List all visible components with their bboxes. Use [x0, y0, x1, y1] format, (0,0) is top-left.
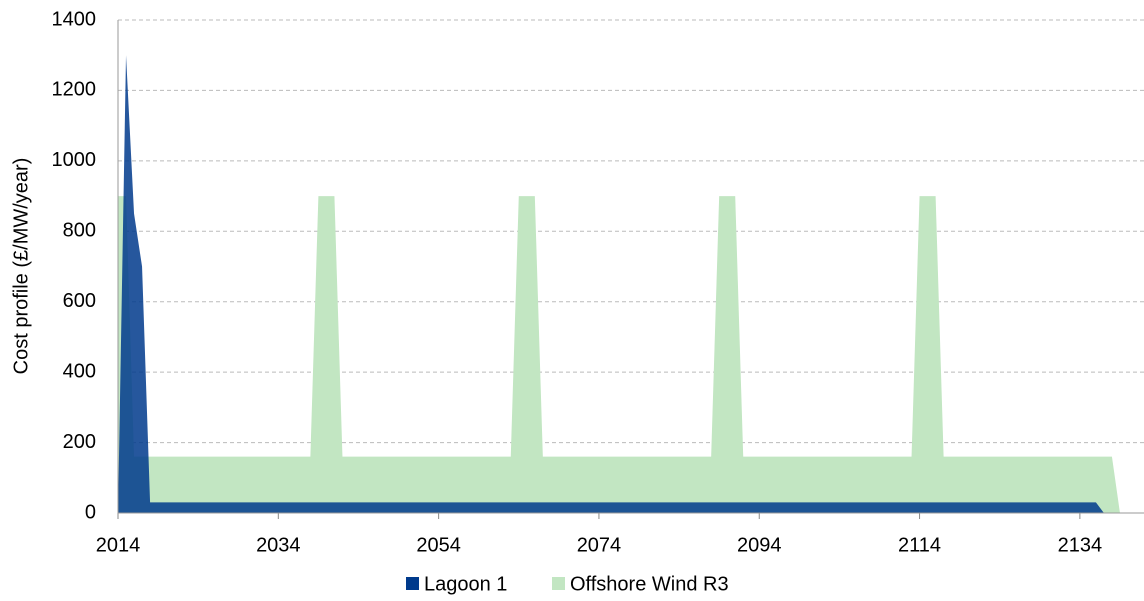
x-tick-label: 2114: [898, 534, 941, 556]
y-tick-label: 200: [63, 431, 96, 453]
y-tick-label: 800: [63, 220, 96, 242]
x-tick-label: 2054: [416, 534, 461, 556]
y-tick-label: 0: [85, 501, 96, 523]
x-tick-label: 2134: [1058, 534, 1103, 556]
x-tick-label: 2014: [96, 534, 141, 556]
y-tick-label: 400: [63, 360, 96, 382]
x-tick-label: 2074: [577, 534, 622, 556]
area: [118, 55, 1120, 513]
legend-label: Lagoon 1: [424, 573, 507, 595]
legend-swatch: [552, 577, 565, 590]
y-tick-label: 600: [63, 290, 96, 312]
y-axis-title: Cost profile (£/MW/year): [10, 158, 32, 375]
x-tick-label: 2034: [256, 534, 301, 556]
y-tick-label: 1400: [52, 8, 97, 30]
legend-label: Offshore Wind R3: [570, 573, 729, 595]
legend-swatch: [406, 577, 419, 590]
y-tick-label: 1000: [52, 149, 97, 171]
x-tick-label: 2094: [737, 534, 782, 556]
y-tick-label: 1200: [52, 79, 97, 101]
area: [118, 196, 1120, 514]
